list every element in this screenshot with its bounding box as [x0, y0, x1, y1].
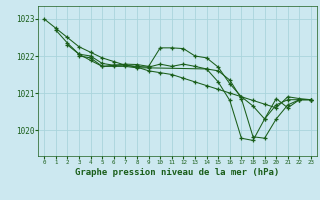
X-axis label: Graphe pression niveau de la mer (hPa): Graphe pression niveau de la mer (hPa) — [76, 168, 280, 177]
